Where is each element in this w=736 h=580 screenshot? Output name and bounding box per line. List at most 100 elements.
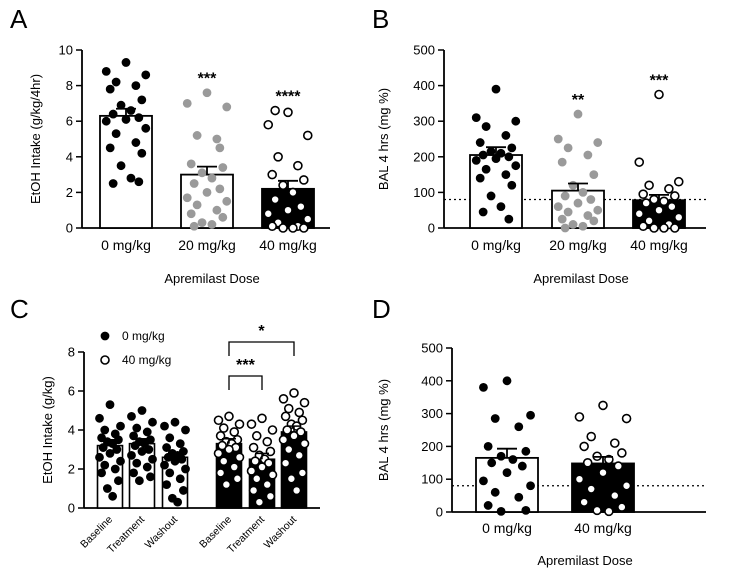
data-point <box>229 462 240 472</box>
data-point <box>278 393 289 404</box>
data-point <box>224 444 234 455</box>
panel-a-chart: 0 2 4 6 8 10 EtOH Intake (g/kg/4hr) 0 mg/kg 20 m… <box>28 43 330 286</box>
data-point <box>557 214 567 224</box>
data-point <box>131 81 141 90</box>
data-point <box>141 123 151 133</box>
data-point <box>302 214 313 224</box>
significance-label: * <box>258 323 265 340</box>
data-point <box>165 433 175 443</box>
data-point <box>134 177 144 187</box>
data-point <box>475 173 485 183</box>
legend-marker <box>100 355 110 365</box>
data-point <box>95 413 104 423</box>
data-point <box>114 476 123 486</box>
data-point <box>475 138 485 147</box>
data-point <box>560 191 570 201</box>
x-axis-label: Apremilast Dose <box>533 271 628 286</box>
data-point <box>574 412 585 422</box>
data-point <box>248 442 259 453</box>
x-category-label: 0 mg/kg <box>482 520 532 536</box>
data-point <box>296 427 306 437</box>
y-tick-label: 400 <box>413 78 435 93</box>
data-point <box>501 170 511 180</box>
data-point <box>478 207 488 217</box>
data-point <box>100 425 110 435</box>
data-point <box>270 194 280 205</box>
significance-label: ** <box>572 92 585 109</box>
y-tick-label: 500 <box>413 43 435 58</box>
data-point <box>649 223 659 233</box>
data-point <box>288 187 298 198</box>
data-point <box>644 216 654 226</box>
data-point <box>262 479 273 490</box>
data-point <box>224 411 234 422</box>
data-point <box>586 431 597 442</box>
y-axis-label: EtOH Intake (g/kg) <box>40 376 55 484</box>
data-point <box>137 406 147 415</box>
data-point <box>278 223 288 233</box>
legend-label: 0 mg/kg <box>122 329 165 343</box>
data-point <box>586 484 597 494</box>
data-point <box>592 505 602 516</box>
data-point <box>251 431 262 441</box>
data-point <box>234 452 245 463</box>
data-point <box>641 198 651 208</box>
data-point <box>116 456 125 466</box>
y-tick-label: 0 <box>66 221 73 236</box>
data-point <box>617 502 627 512</box>
data-point <box>116 161 126 171</box>
data-point <box>212 134 222 144</box>
data-point <box>659 223 669 233</box>
data-point <box>108 179 118 188</box>
data-point <box>101 66 111 76</box>
data-point <box>508 455 518 464</box>
data-point <box>589 216 599 226</box>
data-point <box>511 161 521 171</box>
data-point <box>288 223 298 233</box>
data-point <box>222 102 232 112</box>
data-point <box>257 462 267 472</box>
data-point <box>97 468 106 478</box>
data-point <box>148 417 157 427</box>
data-point <box>579 441 589 452</box>
legend-marker <box>100 331 110 341</box>
data-point <box>181 464 190 474</box>
data-point <box>213 448 224 459</box>
data-point <box>215 468 226 478</box>
data-point <box>563 143 573 153</box>
data-point <box>604 506 614 517</box>
data-point <box>568 180 578 190</box>
data-point <box>148 454 157 464</box>
data-point <box>302 130 313 141</box>
y-tick-label: 0 <box>436 505 443 520</box>
y-tick-label: 0 <box>428 221 435 236</box>
data-point <box>598 467 608 478</box>
data-point <box>263 208 274 219</box>
data-point <box>213 415 224 426</box>
data-point <box>267 169 277 180</box>
data-point <box>579 497 589 507</box>
y-tick-label: 10 <box>59 43 73 58</box>
data-point <box>121 58 131 67</box>
significance-label: **** <box>276 89 302 106</box>
data-point <box>129 468 139 478</box>
y-tick-label: 2 <box>68 462 75 477</box>
data-point <box>229 427 240 437</box>
data-point <box>141 70 151 80</box>
y-tick-label: 500 <box>421 341 443 356</box>
data-point <box>553 202 563 212</box>
data-point <box>265 491 276 502</box>
data-point <box>112 445 122 454</box>
data-point <box>297 415 308 426</box>
data-point <box>132 458 142 468</box>
data-point <box>514 422 524 432</box>
data-point <box>127 411 136 421</box>
data-point <box>283 205 293 215</box>
data-point <box>654 89 664 100</box>
data-point <box>491 154 501 163</box>
data-point <box>202 88 212 98</box>
data-point <box>102 484 112 493</box>
data-point <box>134 476 144 486</box>
data-point <box>215 143 225 153</box>
